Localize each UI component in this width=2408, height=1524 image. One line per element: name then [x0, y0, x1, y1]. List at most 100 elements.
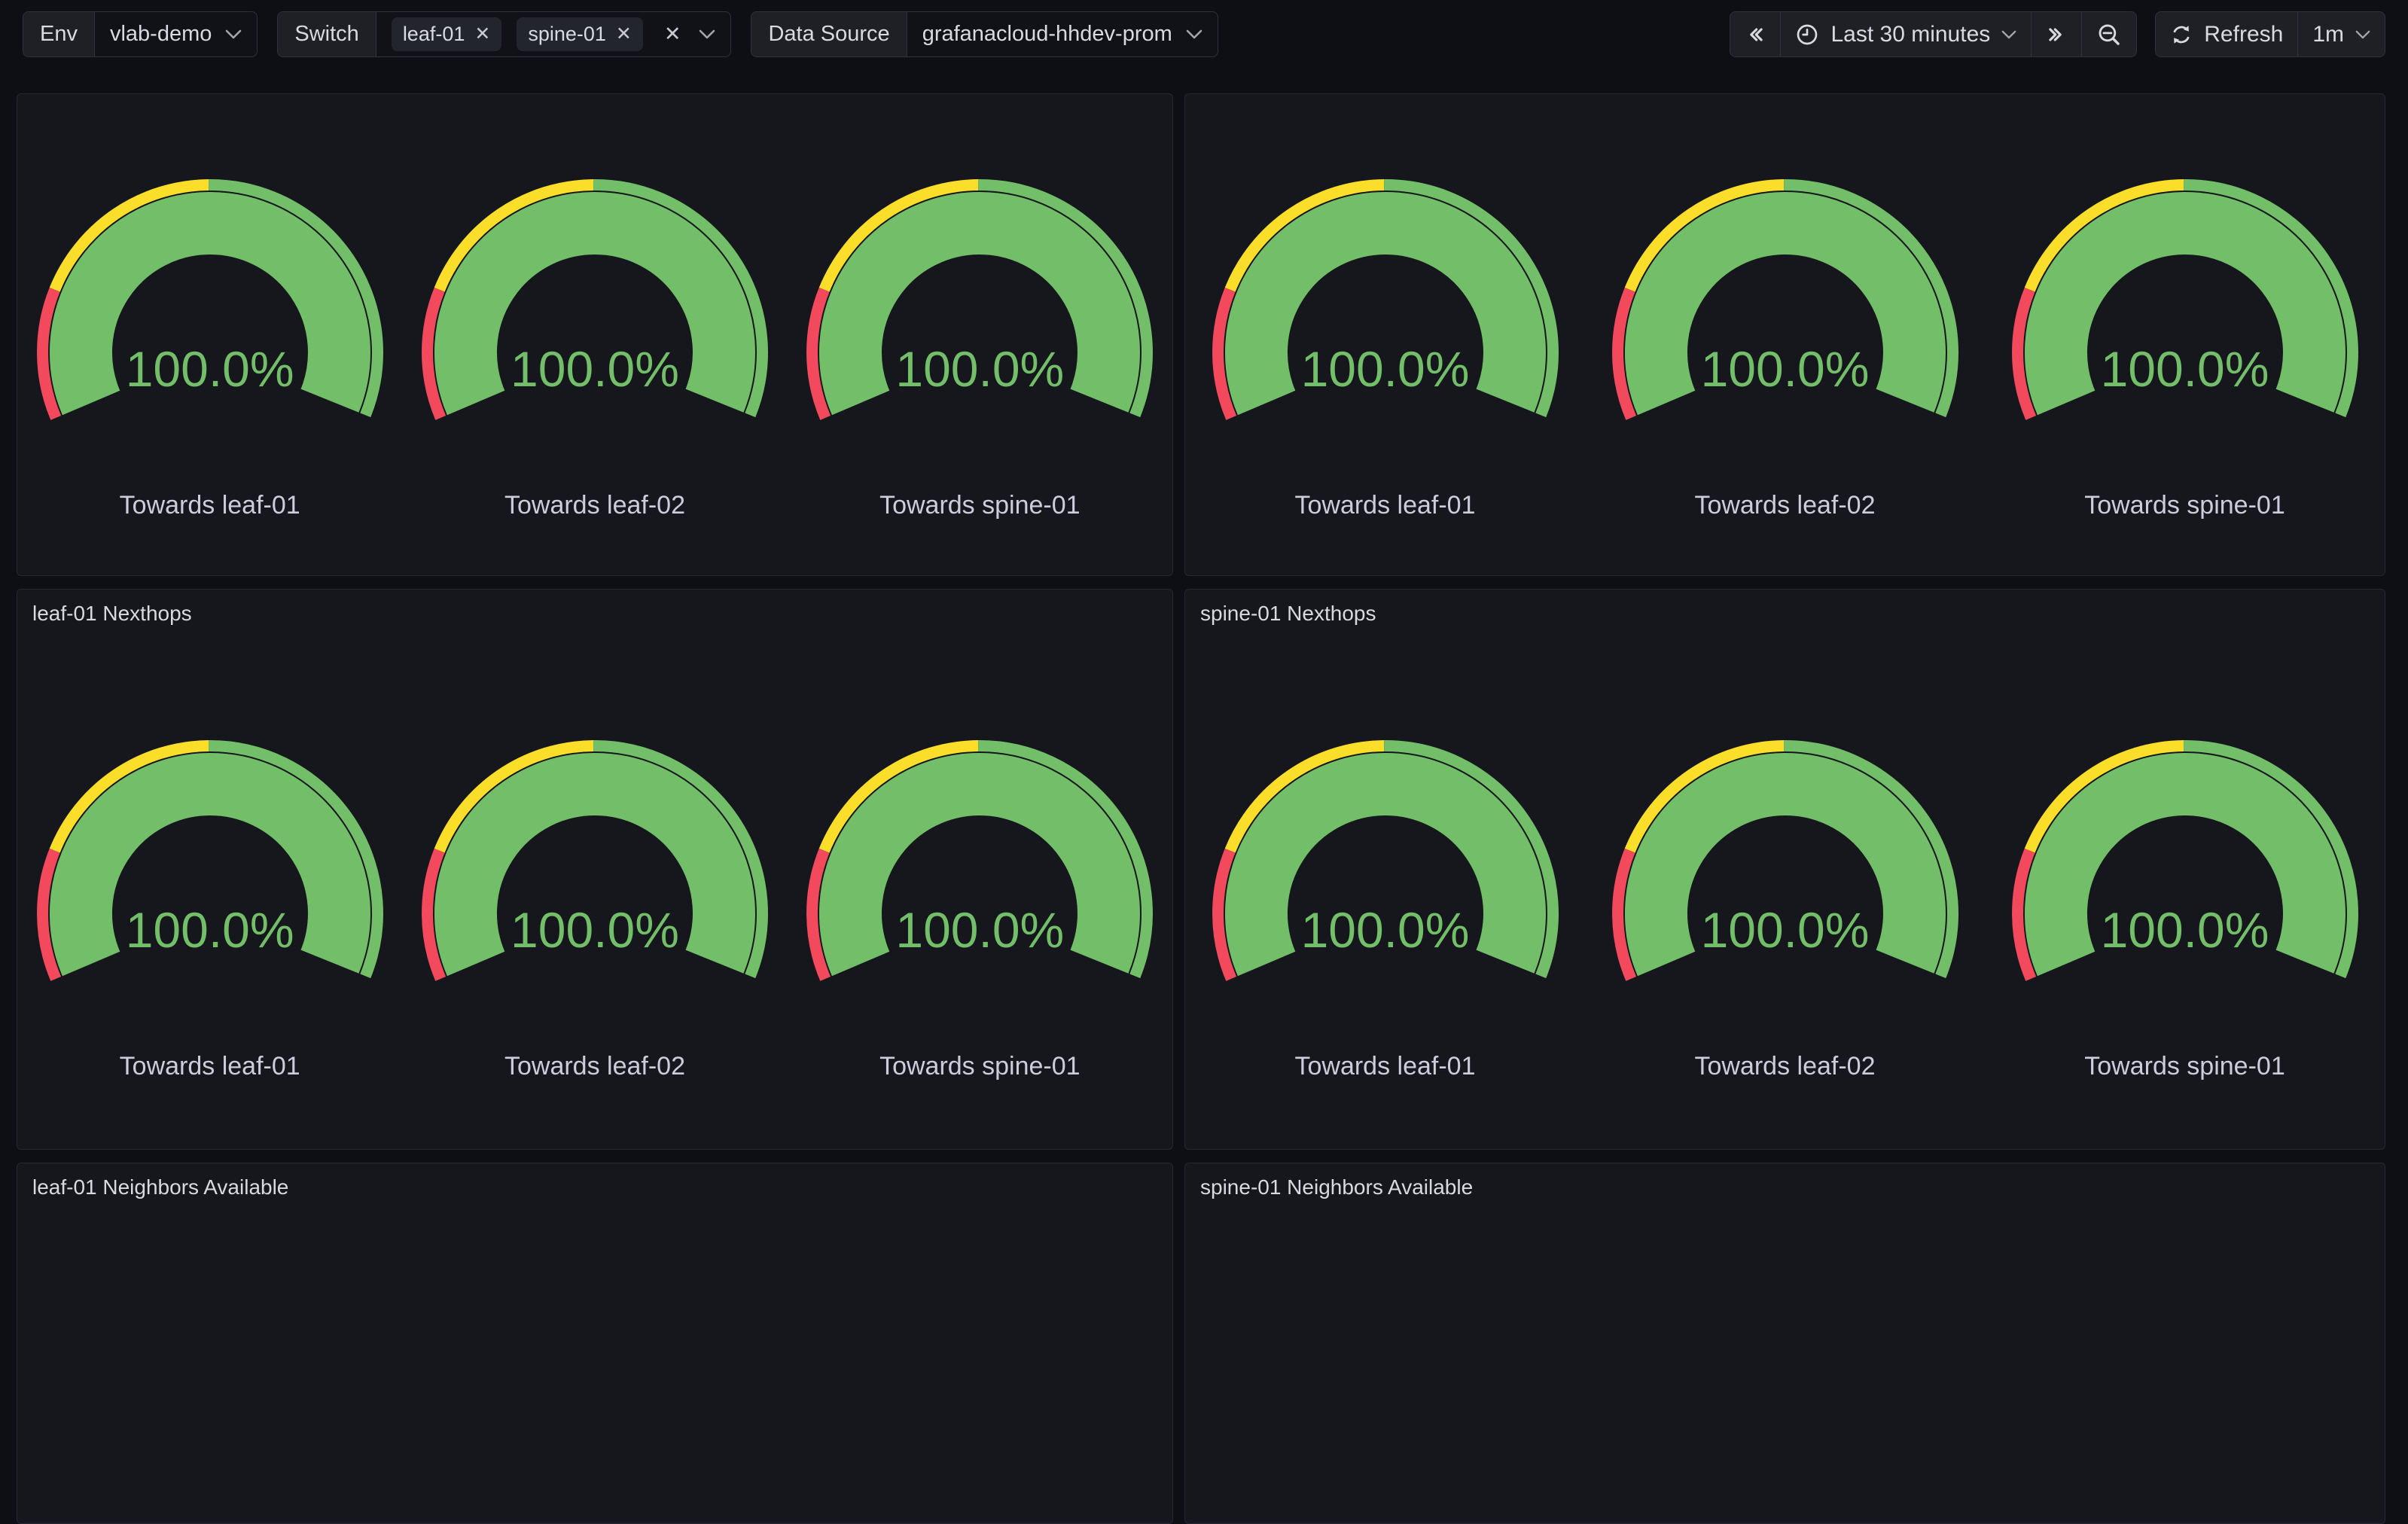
panel-title[interactable]: leaf-01 Neighbors Available: [32, 1175, 289, 1199]
refresh-icon: [2170, 23, 2193, 46]
refresh-button[interactable]: Refresh: [2156, 12, 2297, 56]
gauge-title: Towards spine-01: [2084, 491, 2285, 520]
panel-spine01-nexthops: spine-01 Nexthops 100.0% Towards leaf-01…: [1184, 589, 2385, 1150]
gauge: 100.0% Towards spine-01: [788, 172, 1172, 520]
chevron-down-icon: [2355, 30, 2370, 39]
panel-row-neighbors: leaf-01 Neighbors Available spine-01 Nei…: [17, 1163, 2385, 1524]
gauge-arc: [799, 172, 1160, 428]
gauge: 100.0% Towards leaf-02: [1585, 172, 1985, 520]
clock-icon: [1795, 23, 1819, 47]
gauge-title: Towards leaf-02: [504, 491, 685, 520]
env-label: Env: [23, 12, 94, 56]
chevron-down-icon: [699, 29, 715, 39]
gauge: 100.0% Towards leaf-01: [1185, 172, 1585, 520]
panel-title[interactable]: spine-01 Neighbors Available: [1200, 1175, 1474, 1199]
panel-title[interactable]: spine-01 Nexthops: [1200, 602, 1376, 625]
gauge-title: Towards leaf-01: [119, 1052, 300, 1081]
gauge-title: Towards spine-01: [879, 1052, 1081, 1081]
gauge-arc: [29, 733, 391, 989]
datasource-select[interactable]: grafanacloud-hhdev-prom: [906, 12, 1218, 56]
time-range-picker[interactable]: Last 30 minutes: [1780, 12, 2031, 56]
dashboard-canvas: 100.0% Towards leaf-01 100.0% Towards le…: [0, 69, 2408, 1524]
magnifier-minus-icon: [2096, 22, 2122, 47]
gauge-value: 100.0%: [2100, 341, 2269, 397]
panel-row-uplinks: 100.0% Towards leaf-01 100.0% Towards le…: [17, 93, 2385, 576]
gauge: 100.0% Towards leaf-01: [1185, 733, 1585, 1081]
env-select[interactable]: vlab-demo: [93, 12, 257, 56]
chip-label: leaf-01: [402, 23, 465, 45]
remove-chip-icon[interactable]: ✕: [474, 23, 491, 44]
time-shift-forward-button[interactable]: [2031, 12, 2081, 56]
gauge-title: Towards spine-01: [2084, 1052, 2285, 1081]
time-range-value: Last 30 minutes: [1830, 21, 1991, 47]
switch-label: Switch: [278, 12, 376, 56]
variable-datasource: Data Source grafanacloud-hhdev-prom: [751, 11, 1218, 57]
zoom-out-time-button[interactable]: [2081, 12, 2136, 56]
panel-title[interactable]: leaf-01 Nexthops: [32, 602, 192, 625]
gauge-value: 100.0%: [1700, 902, 1870, 958]
gauge-arc: [1605, 172, 1966, 428]
switch-chip-leaf-01[interactable]: leaf-01 ✕: [391, 17, 502, 51]
datasource-value: grafanacloud-hhdev-prom: [922, 22, 1172, 46]
gauge-arc: [799, 733, 1160, 989]
gauge: 100.0% Towards leaf-02: [1585, 733, 1985, 1081]
switch-select[interactable]: leaf-01 ✕ spine-01 ✕ ✕: [375, 12, 731, 56]
chevron-down-icon: [225, 29, 242, 39]
time-controls: Last 30 minutes: [1730, 11, 2385, 57]
gauge: 100.0% Towards spine-01: [788, 733, 1172, 1081]
gauge-arc: [414, 733, 776, 989]
double-chevron-left-icon: [1745, 24, 1766, 45]
refresh-interval-value: 1m: [2312, 21, 2344, 47]
chevron-down-icon: [2001, 30, 2016, 39]
gauge-title: Towards leaf-02: [1694, 491, 1876, 520]
panel-spine01-neighbors: spine-01 Neighbors Available: [1184, 1163, 2385, 1524]
gauge-value: 100.0%: [1300, 902, 1470, 958]
variable-switch: Switch leaf-01 ✕ spine-01 ✕ ✕: [277, 11, 732, 57]
datasource-label: Data Source: [751, 12, 907, 56]
gauge: 100.0% Towards leaf-02: [402, 172, 787, 520]
gauge: 100.0% Towards leaf-01: [17, 172, 402, 520]
variables-bar: Env vlab-demo Switch leaf-01 ✕ spine-01 …: [23, 11, 1218, 57]
gauge-value: 100.0%: [1300, 341, 1470, 397]
time-picker-group: Last 30 minutes: [1730, 11, 2138, 57]
gauge: 100.0% Towards leaf-01: [17, 733, 402, 1081]
env-value: vlab-demo: [109, 22, 212, 46]
gauge-arc: [2004, 172, 2366, 428]
gauge-value: 100.0%: [1700, 341, 1870, 397]
gauge: 100.0% Towards spine-01: [1985, 172, 2385, 520]
gauge-title: Towards leaf-02: [1694, 1052, 1876, 1081]
time-shift-back-button[interactable]: [1730, 12, 1780, 56]
panel-leaf01-neighbors: leaf-01 Neighbors Available: [17, 1163, 1173, 1524]
gauge-value: 100.0%: [511, 341, 679, 397]
panel-row-nexthops: leaf-01 Nexthops 100.0% Towards leaf-01 …: [17, 589, 2385, 1150]
gauge-arc: [1205, 733, 1566, 989]
clear-all-icon[interactable]: ✕: [663, 23, 681, 45]
gauge-arc: [29, 172, 391, 428]
switch-chip-spine-01[interactable]: spine-01 ✕: [517, 17, 643, 51]
double-chevron-right-icon: [2046, 24, 2067, 45]
gauge-value: 100.0%: [895, 341, 1065, 397]
chip-label: spine-01: [528, 23, 606, 45]
variable-env: Env vlab-demo: [23, 11, 258, 57]
panel-top-left: 100.0% Towards leaf-01 100.0% Towards le…: [17, 93, 1173, 576]
panel-top-right: 100.0% Towards leaf-01 100.0% Towards le…: [1184, 93, 2385, 576]
refresh-interval-picker[interactable]: 1m: [2297, 12, 2385, 56]
gauge-value: 100.0%: [2100, 902, 2269, 958]
gauge-arc: [414, 172, 776, 428]
remove-chip-icon[interactable]: ✕: [615, 23, 632, 44]
gauge-value: 100.0%: [895, 902, 1065, 958]
gauge-value: 100.0%: [125, 341, 294, 397]
gauge-arc: [2004, 733, 2366, 989]
gauge-value: 100.0%: [511, 902, 679, 958]
gauge-title: Towards leaf-01: [119, 491, 300, 520]
gauge-value: 100.0%: [125, 902, 294, 958]
gauge-title: Towards leaf-02: [504, 1052, 685, 1081]
panel-leaf01-nexthops: leaf-01 Nexthops 100.0% Towards leaf-01 …: [17, 589, 1173, 1150]
gauge: 100.0% Towards leaf-02: [402, 733, 787, 1081]
gauge-title: Towards leaf-01: [1294, 491, 1476, 520]
refresh-label: Refresh: [2204, 21, 2284, 47]
gauge: 100.0% Towards spine-01: [1985, 733, 2385, 1081]
gauge-title: Towards leaf-01: [1294, 1052, 1476, 1081]
dashboard-controls-bar: Env vlab-demo Switch leaf-01 ✕ spine-01 …: [0, 0, 2408, 69]
refresh-group: Refresh 1m: [2155, 11, 2385, 57]
